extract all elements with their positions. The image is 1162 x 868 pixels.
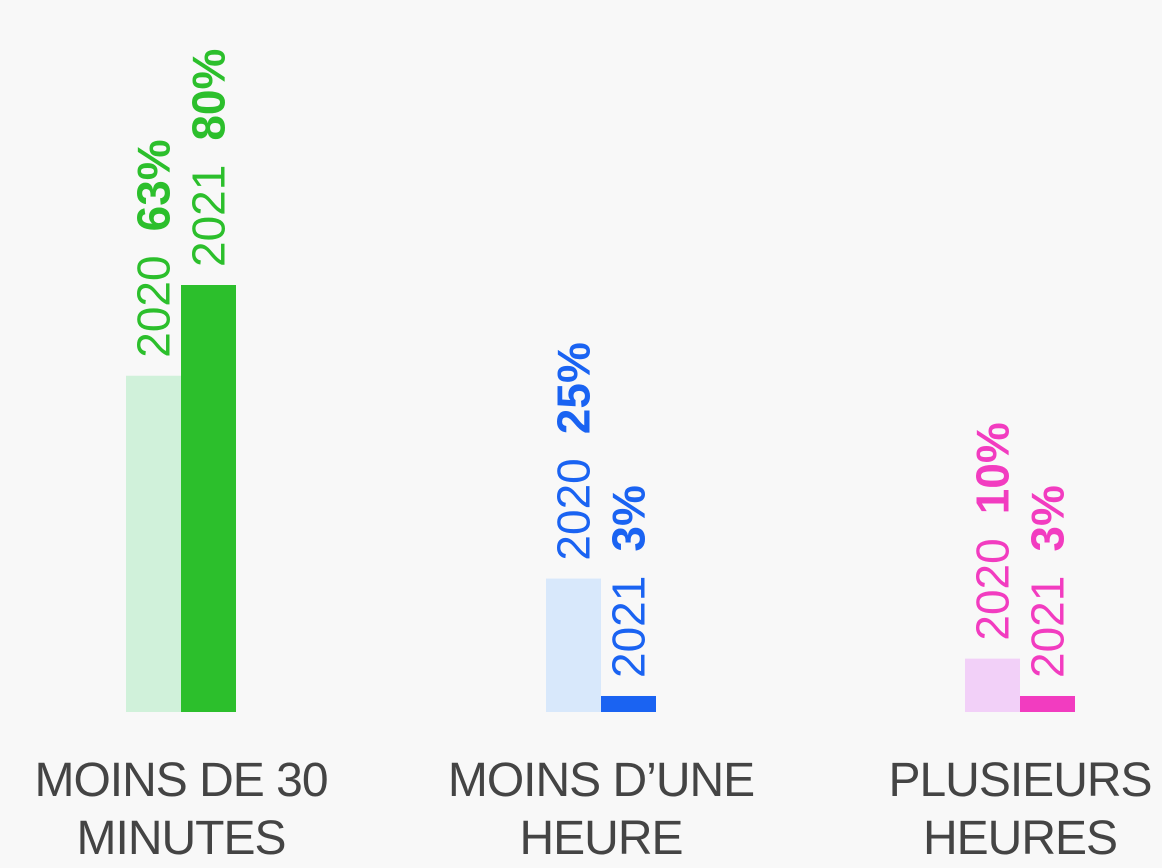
category-label: MOINS D’UNE HEURE <box>447 754 755 865</box>
bar <box>965 658 1020 712</box>
bar <box>546 578 601 712</box>
value-label: 3% <box>1022 485 1074 551</box>
chart: 202063% 202180%202025%20213%202010%20213% <box>126 49 1075 712</box>
bar <box>181 285 236 712</box>
series-name: 2021 <box>183 165 235 267</box>
bar-label: 2021 3% <box>1022 485 1074 678</box>
category-label: MOINS DE 30 MINUTES <box>34 754 328 865</box>
bar-label: 2021 80% <box>183 49 235 267</box>
series-name: 2021 <box>603 576 655 678</box>
value-label: 10% <box>967 422 1019 514</box>
category-label: PLUSIEURS HEURES <box>888 754 1152 865</box>
bar-label: 2020 25% <box>548 342 600 560</box>
value-label: 3% <box>603 485 655 551</box>
series-name: 2020 <box>128 255 180 357</box>
bar-label: 2020 63% <box>128 139 180 357</box>
value-label: 80% <box>183 49 235 141</box>
value-label: 63% <box>128 139 180 231</box>
series-name: 2020 <box>967 538 1019 640</box>
bar <box>1020 695 1075 712</box>
series-name: 2021 <box>1022 576 1074 678</box>
bar-label: 2021 3% <box>603 485 655 678</box>
bar <box>601 695 656 712</box>
value-label: 25% <box>548 342 600 434</box>
series-name: 2020 <box>548 458 600 560</box>
bar-label: 2020 10% <box>967 422 1019 640</box>
bar <box>126 375 181 712</box>
